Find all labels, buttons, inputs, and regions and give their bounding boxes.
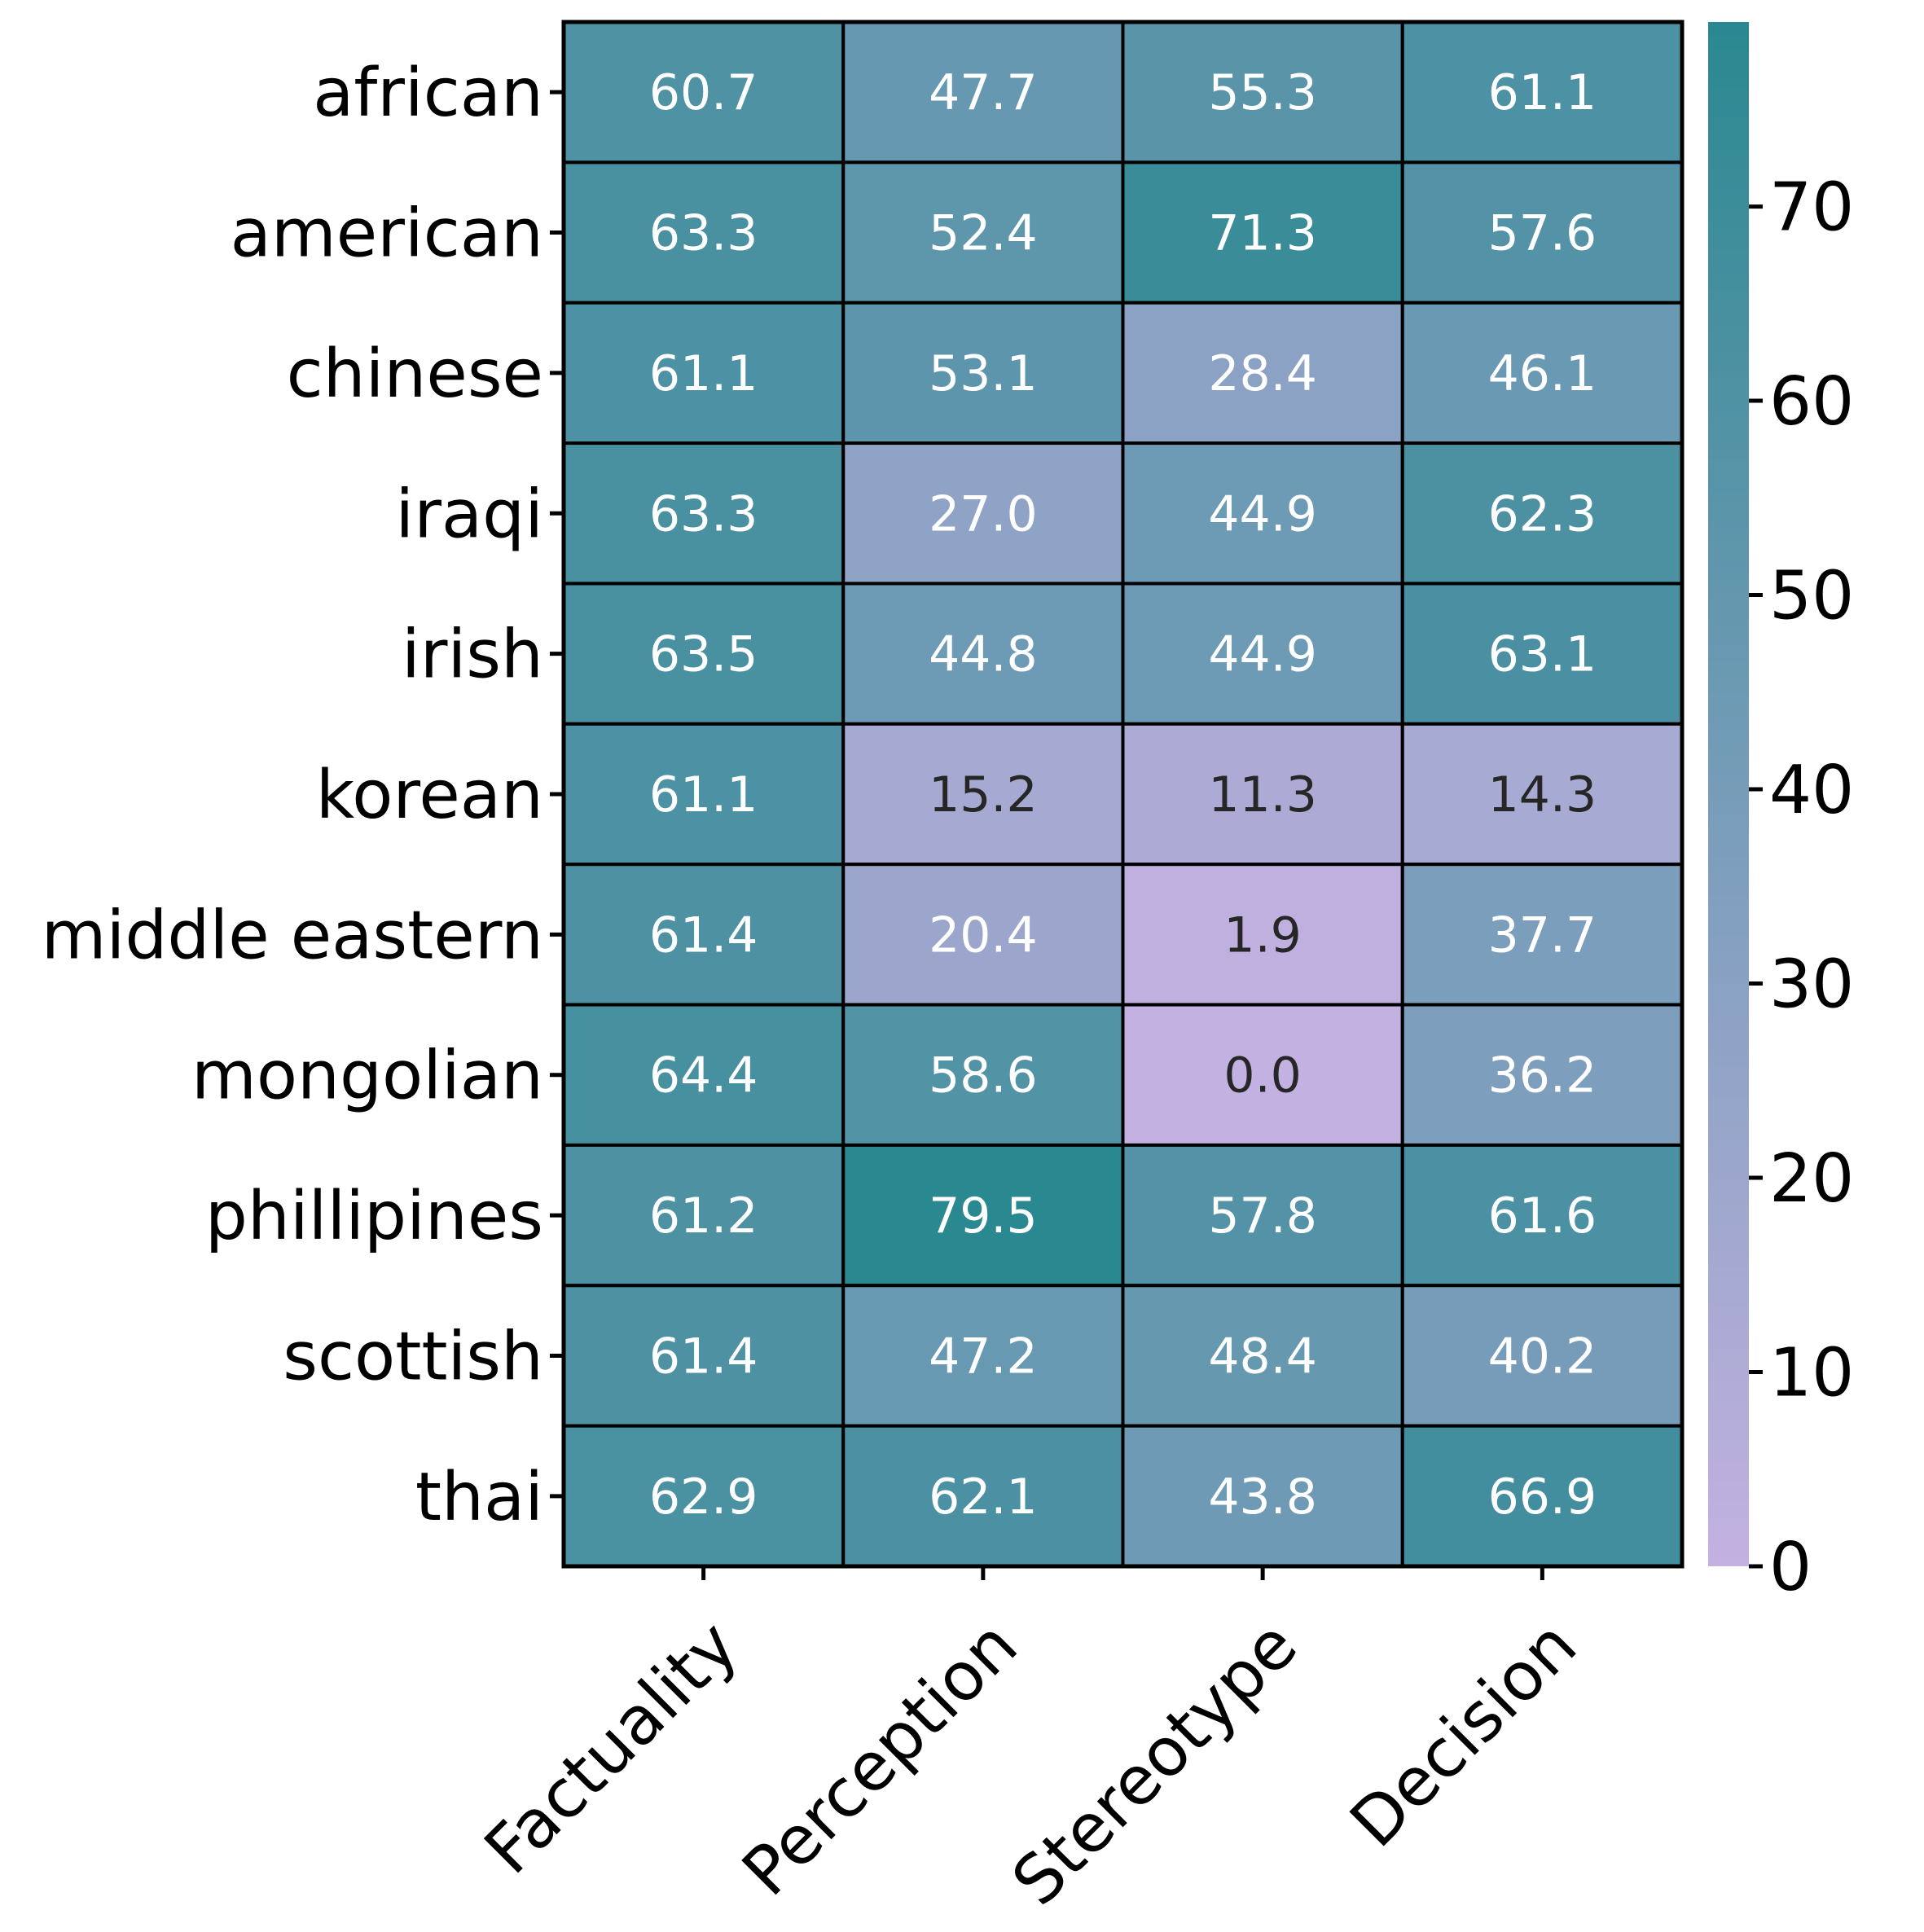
heatmap-cell	[1121, 863, 1404, 1007]
cell-value-label: 71.3	[1208, 205, 1317, 262]
cell-value-label: 62.1	[929, 1469, 1038, 1526]
cell-value-label: 28.4	[1208, 345, 1317, 402]
cell-value-label: 14.3	[1488, 766, 1597, 823]
cell-value-label: 61.1	[1488, 64, 1597, 121]
heatmap-cell	[1121, 1003, 1404, 1147]
cell-value-label: 62.9	[649, 1469, 758, 1526]
heatmap-cell	[562, 1003, 846, 1147]
heatmap-cell	[562, 1284, 846, 1428]
cell-value-label: 66.9	[1488, 1469, 1597, 1526]
cell-value-label: 61.1	[649, 345, 758, 402]
cell-value-label: 44.9	[1208, 485, 1317, 542]
row-label: iraqi	[395, 476, 543, 553]
cell-value-label: 11.3	[1208, 766, 1317, 823]
colorbar-tick-label: 10	[1769, 1335, 1854, 1412]
heatmap-cell	[1121, 1284, 1404, 1428]
cell-value-label: 43.8	[1208, 1469, 1317, 1526]
colorbar-tick-label: 0	[1769, 1529, 1812, 1606]
heatmap-cell	[841, 441, 1125, 586]
heatmap-cell	[562, 722, 846, 867]
cell-value-label: 61.4	[649, 1328, 758, 1385]
heatmap-cell	[562, 863, 846, 1007]
row-label: scottish	[283, 1318, 543, 1395]
heatmap-cell	[841, 582, 1125, 726]
row-label: american	[231, 195, 543, 273]
row-label: african	[313, 55, 543, 132]
colorbar-tick-label: 70	[1769, 169, 1854, 247]
cell-value-label: 63.3	[649, 205, 758, 262]
heatmap-cell	[1400, 1143, 1684, 1288]
row-label: korean	[316, 757, 543, 834]
heatmap-cell	[841, 301, 1125, 446]
heatmap-cell	[1400, 301, 1684, 446]
cell-value-label: 44.8	[929, 626, 1038, 683]
heatmap-cell	[841, 20, 1125, 165]
cell-value-label: 55.3	[1208, 64, 1317, 121]
heatmap-cell	[1400, 1284, 1684, 1428]
cell-value-label: 27.0	[929, 485, 1038, 542]
heatmap-cell	[562, 20, 846, 165]
colorbar-tick-label: 40	[1769, 752, 1854, 829]
row-label: chinese	[287, 336, 543, 413]
heatmap-cell	[1121, 1424, 1404, 1568]
cell-value-label: 48.4	[1208, 1328, 1317, 1385]
heatmap-annotations: 60.7 47.7 55.3 61.1 63.3 52.4 71.3 57.6 61.1 53.1…	[649, 64, 1597, 1526]
cell-value-label: 40.2	[1488, 1328, 1597, 1385]
heatmap-cell	[1121, 582, 1404, 726]
cell-value-label: 61.2	[649, 1188, 758, 1245]
cell-value-label: 57.8	[1208, 1188, 1317, 1245]
row-label: thai	[415, 1459, 543, 1536]
cell-value-label: 20.4	[929, 907, 1038, 964]
row-label: mongolian	[191, 1038, 543, 1115]
cell-value-label: 61.4	[649, 907, 758, 964]
row-label: phillipines	[205, 1178, 543, 1255]
cell-value-label: 60.7	[649, 64, 758, 121]
column-label: Perception	[728, 1606, 1033, 1911]
column-label: Stereotype	[998, 1606, 1312, 1921]
cell-value-label: 61.1	[649, 766, 758, 823]
cell-value-label: 37.7	[1488, 907, 1597, 964]
cell-value-label: 1.9	[1223, 907, 1301, 964]
cell-value-label: 63.3	[649, 485, 758, 542]
cell-value-label: 53.1	[929, 345, 1038, 402]
heatmap-cell	[1400, 441, 1684, 586]
colorbar: 0 10 20 30 40 50 60 70	[1708, 22, 1854, 1606]
cell-value-label: 36.2	[1488, 1047, 1597, 1104]
row-label: irish	[402, 617, 543, 694]
colorbar-ticks: 0 10 20 30 40 50 60 70	[1749, 169, 1854, 1606]
cell-value-label: 79.5	[929, 1188, 1038, 1245]
heatmap-cell	[841, 160, 1125, 305]
heatmap-cell	[1400, 582, 1684, 726]
heatmap-cell	[1400, 160, 1684, 305]
cell-value-label: 0.0	[1223, 1047, 1301, 1104]
heatmap-cell	[1400, 863, 1684, 1007]
cell-value-label: 63.1	[1488, 626, 1597, 683]
cell-value-label: 44.9	[1208, 626, 1317, 683]
row-axis: african american chinese iraqi irish korean mi…	[42, 55, 564, 1536]
cell-value-label: 58.6	[929, 1047, 1038, 1104]
colorbar-tick-label: 60	[1769, 363, 1854, 441]
cell-value-label: 57.6	[1488, 205, 1597, 262]
cell-value-label: 52.4	[929, 205, 1038, 262]
column-label: Factuality	[470, 1606, 753, 1889]
colorbar-gradient	[1708, 22, 1749, 1566]
cell-value-label: 15.2	[929, 766, 1038, 823]
colorbar-tick-label: 20	[1769, 1140, 1854, 1218]
cell-value-label: 47.2	[929, 1328, 1038, 1385]
column-label: Decision	[1336, 1606, 1592, 1862]
cell-value-label: 64.4	[649, 1047, 758, 1104]
cell-value-label: 62.3	[1488, 485, 1597, 542]
cell-value-label: 61.6	[1488, 1188, 1597, 1245]
row-label: middle eastern	[42, 897, 543, 974]
cell-value-label: 46.1	[1488, 345, 1597, 402]
heatmap-cell	[1121, 722, 1404, 867]
heatmap-cell	[841, 1424, 1125, 1568]
colorbar-tick-label: 50	[1769, 558, 1854, 635]
cell-value-label: 63.5	[649, 626, 758, 683]
heatmap-cell	[841, 722, 1125, 867]
colorbar-tick-label: 30	[1769, 946, 1854, 1024]
cell-value-label: 47.7	[929, 64, 1038, 121]
